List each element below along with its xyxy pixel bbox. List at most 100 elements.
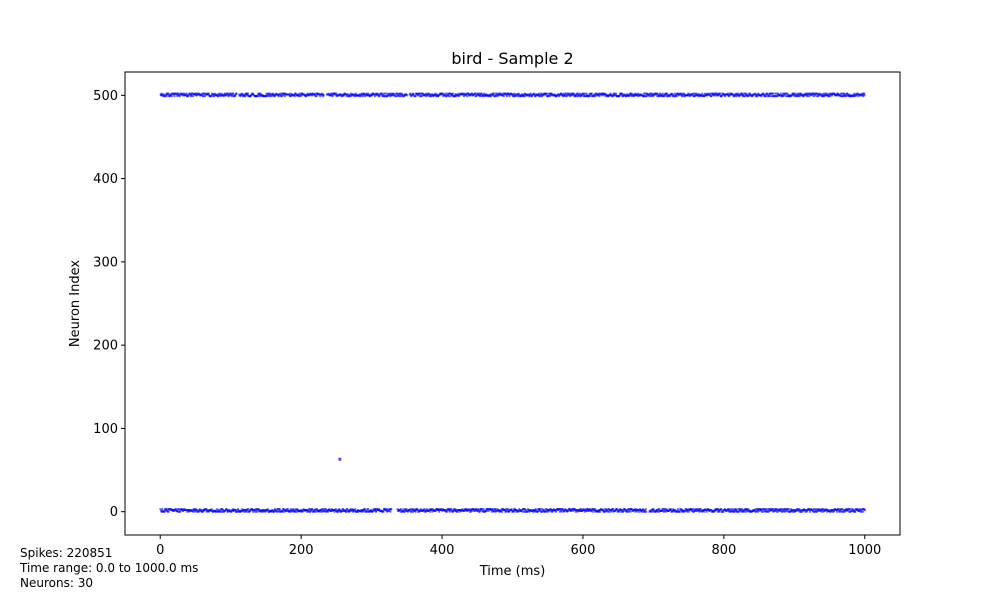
spike-point bbox=[478, 92, 481, 95]
spike-point bbox=[782, 94, 785, 97]
spike-point bbox=[715, 92, 718, 95]
spike-point bbox=[576, 510, 579, 513]
spike-point bbox=[164, 93, 167, 96]
spike-point bbox=[230, 510, 233, 513]
spike-point bbox=[836, 94, 839, 97]
spike-point bbox=[399, 510, 402, 513]
spike-point bbox=[332, 94, 335, 97]
x-tick-label: 400 bbox=[430, 543, 455, 558]
spike-point bbox=[220, 92, 223, 95]
spike-point bbox=[807, 95, 810, 98]
spike-point bbox=[266, 509, 269, 512]
spike-point bbox=[772, 92, 775, 95]
spike-point bbox=[625, 95, 628, 98]
spike-point bbox=[280, 95, 283, 98]
spike-point bbox=[235, 510, 238, 513]
spike-point bbox=[670, 508, 673, 511]
spike-point bbox=[173, 95, 176, 98]
spike-point bbox=[613, 92, 616, 95]
spike-point bbox=[598, 509, 601, 512]
spike-point bbox=[826, 510, 829, 513]
spike-point bbox=[359, 93, 362, 96]
spike-point bbox=[683, 92, 686, 95]
spike-point bbox=[682, 93, 685, 96]
spike-point bbox=[500, 508, 503, 511]
spike-point bbox=[584, 510, 587, 513]
spike-point bbox=[502, 95, 505, 98]
spike-point bbox=[784, 95, 787, 98]
spike-point bbox=[402, 509, 405, 512]
spike-point bbox=[409, 508, 412, 511]
spike-point bbox=[373, 509, 376, 512]
spike-point bbox=[495, 92, 498, 95]
spike-point bbox=[578, 92, 581, 95]
spike-point bbox=[414, 508, 417, 511]
spike-point bbox=[333, 510, 336, 513]
spike-point bbox=[584, 508, 587, 511]
spike-point bbox=[429, 93, 432, 96]
spike-point bbox=[597, 510, 600, 513]
spike-point bbox=[779, 509, 782, 512]
spike-point bbox=[252, 509, 255, 512]
spike-point bbox=[775, 509, 778, 512]
spike-point bbox=[197, 510, 200, 513]
spike-point bbox=[695, 94, 698, 97]
spike-point bbox=[697, 95, 700, 98]
spike-point bbox=[649, 92, 652, 95]
spike-point bbox=[694, 509, 697, 512]
spike-point bbox=[747, 94, 750, 97]
spike-point bbox=[162, 93, 165, 96]
spike-point bbox=[615, 92, 618, 95]
spike-point bbox=[591, 510, 594, 513]
spike-point bbox=[283, 92, 286, 95]
spike-point bbox=[714, 94, 717, 97]
spike-point bbox=[205, 508, 208, 511]
spike-point bbox=[452, 510, 455, 513]
spike-point bbox=[258, 94, 261, 97]
spike-point bbox=[349, 508, 352, 511]
spike-point bbox=[185, 509, 188, 512]
spike-point bbox=[843, 509, 846, 512]
spike-point bbox=[511, 93, 514, 96]
spike-point bbox=[177, 92, 180, 95]
spike-point bbox=[449, 95, 452, 98]
spike-point bbox=[808, 510, 811, 513]
spike-point bbox=[672, 93, 675, 96]
spike-point bbox=[636, 510, 639, 513]
spike-point bbox=[704, 509, 707, 512]
spike-point bbox=[814, 510, 817, 513]
spike-point bbox=[665, 95, 668, 98]
spike-point bbox=[342, 94, 345, 97]
spike-point bbox=[442, 95, 445, 98]
spike-point bbox=[476, 94, 479, 97]
spike-point bbox=[313, 510, 316, 513]
spike-point bbox=[405, 508, 408, 511]
spike-point bbox=[434, 509, 437, 512]
spike-point bbox=[603, 508, 606, 511]
spike-point bbox=[505, 510, 508, 513]
spike-point bbox=[735, 509, 738, 512]
spike-point bbox=[582, 95, 585, 98]
spike-point bbox=[638, 510, 641, 513]
spike-point bbox=[329, 92, 332, 95]
spike-point bbox=[590, 92, 593, 95]
spike-point bbox=[361, 93, 364, 96]
spike-point bbox=[242, 93, 245, 96]
spike-point bbox=[505, 92, 508, 95]
spike-point bbox=[373, 93, 376, 96]
spike-point bbox=[389, 92, 392, 95]
spike-point bbox=[658, 92, 661, 95]
spike-point bbox=[558, 510, 561, 513]
spike-point bbox=[501, 510, 504, 513]
spike-point bbox=[562, 92, 565, 95]
spike-point bbox=[622, 95, 625, 98]
spike-point bbox=[692, 508, 695, 511]
spike-point bbox=[651, 92, 654, 95]
spike-point bbox=[399, 95, 402, 98]
spike-point bbox=[455, 95, 458, 98]
spike-point bbox=[232, 92, 235, 95]
spike-point bbox=[257, 508, 260, 511]
spike-point bbox=[383, 92, 386, 95]
spike-point bbox=[165, 509, 168, 512]
spike-point bbox=[863, 92, 866, 95]
